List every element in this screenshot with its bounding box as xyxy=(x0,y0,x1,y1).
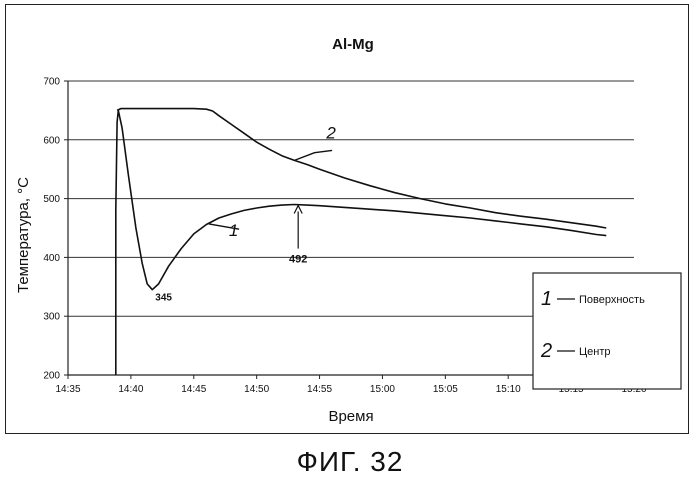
y-tick-labels: 200 300 400 500 600 700 xyxy=(43,77,60,382)
y-tick-label-4: 600 xyxy=(43,135,60,146)
chart-title: Al-Mg xyxy=(332,36,374,53)
legend-entry-1: Поверхность xyxy=(579,294,645,306)
legend-entry-2: Центр xyxy=(579,346,611,358)
legend-mark-2: 2 xyxy=(540,340,552,362)
y-tick-label-2: 400 xyxy=(43,253,60,264)
curve-mark-1: 1 xyxy=(229,221,238,240)
x-tick-label-0: 14:35 xyxy=(55,384,80,395)
y-tick-label-3: 500 xyxy=(43,194,60,205)
y-tick-label-5: 700 xyxy=(43,77,60,88)
legend-mark-1: 1 xyxy=(541,288,552,310)
series-line-2 xyxy=(117,109,606,228)
x-axis-label: Время xyxy=(328,408,373,425)
x-tick-label-5: 15:00 xyxy=(370,384,395,395)
annotation-label-1: 492 xyxy=(289,254,307,266)
annotation-label-0: 345 xyxy=(155,293,172,304)
legend-box xyxy=(533,273,681,389)
x-tick-label-3: 14:50 xyxy=(244,384,269,395)
x-tick-label-2: 14:45 xyxy=(181,384,206,395)
y-tick-label-0: 200 xyxy=(43,371,60,382)
x-tick-label-7: 15:10 xyxy=(496,384,521,395)
curve-mark-2: 2 xyxy=(325,123,336,142)
legend: 1 Поверхность 2 Центр xyxy=(533,273,681,389)
chart-plot: Al-Mg Температура, °C Время 200 300 400 500… xyxy=(6,5,690,435)
x-tick-label-4: 14:55 xyxy=(307,384,332,395)
x-tick-label-6: 15:05 xyxy=(433,384,458,395)
figure-caption: ФИГ. 32 xyxy=(0,446,700,478)
x-tick-label-1: 14:40 xyxy=(118,384,143,395)
curve-mark-leader-2 xyxy=(294,150,332,160)
y-axis-label: Температура, °C xyxy=(15,177,32,293)
chart-frame: Al-Mg Температура, °C Время 200 300 400 500… xyxy=(5,4,689,434)
y-tick-label-1: 300 xyxy=(43,312,60,323)
